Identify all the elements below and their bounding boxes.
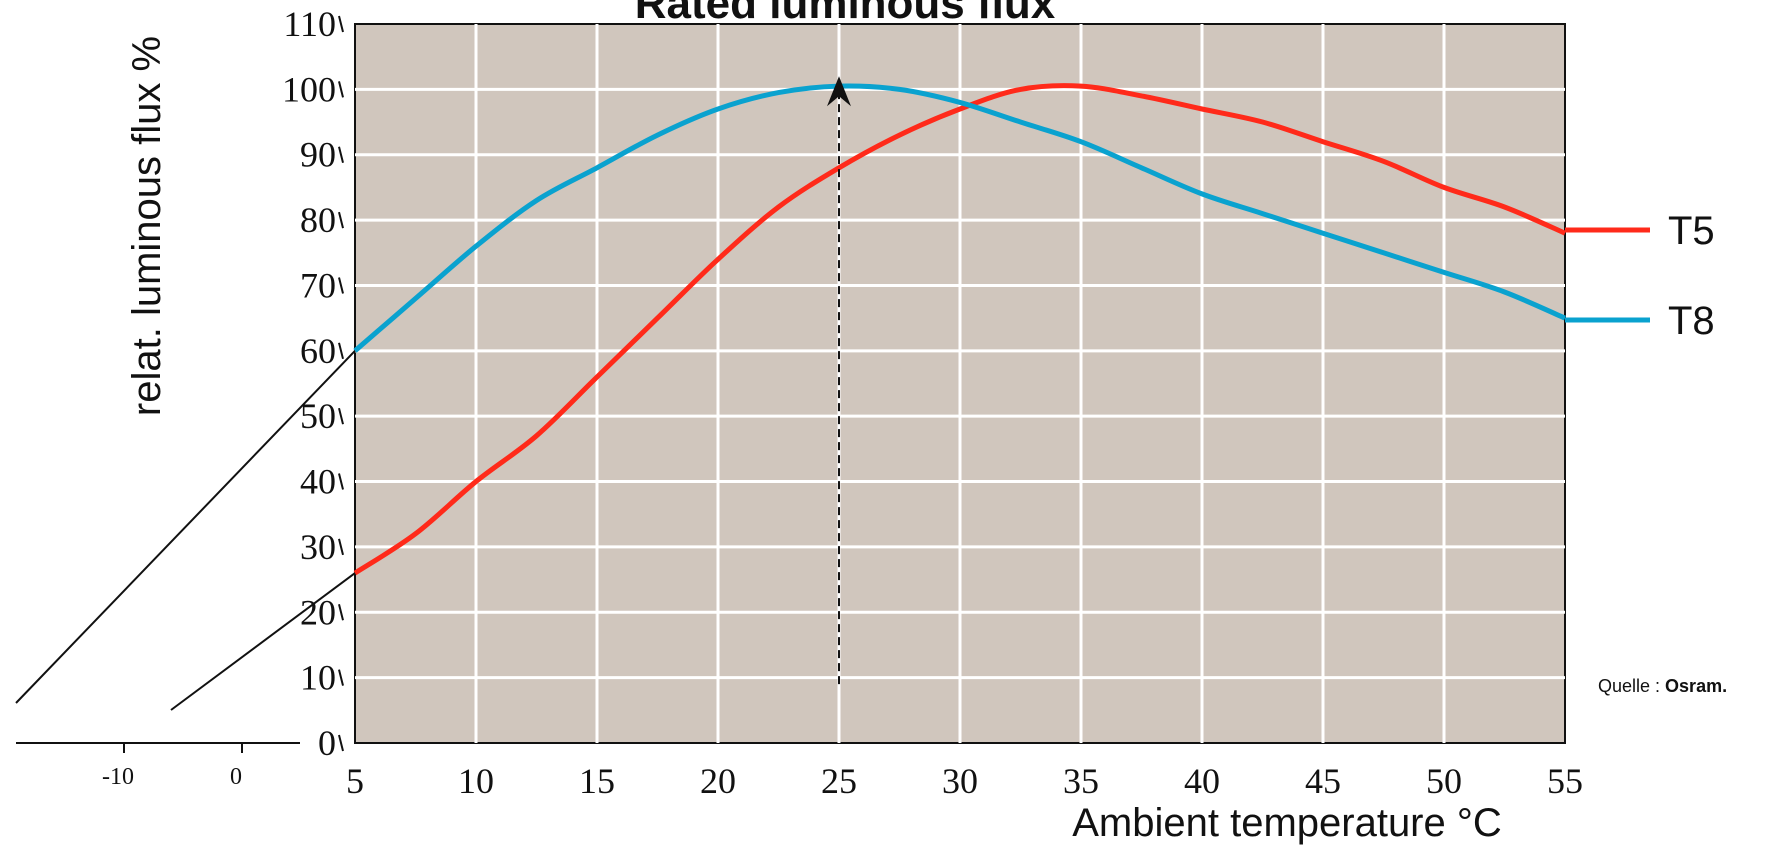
y-tick-label: 70 — [300, 265, 336, 305]
x-tick-label: 25 — [821, 761, 857, 801]
extrapolation-tick-label: 0 — [230, 764, 242, 790]
y-tick-mark — [338, 277, 344, 294]
y-tick-mark — [338, 81, 344, 98]
x-tick-label: 15 — [579, 761, 615, 801]
y-tick-label: 0 — [318, 723, 336, 763]
source-prefix: Quelle : — [1598, 676, 1666, 696]
extrapolation-line-t8 — [15, 350, 356, 704]
y-tick-mark — [338, 473, 344, 490]
series-lines — [353, 83, 1566, 576]
x-tick-label: 45 — [1305, 761, 1341, 801]
source-credit: Quelle : Osram. — [1598, 676, 1727, 697]
extrapolation-line-t5 — [170, 572, 356, 711]
y-tick-mark — [338, 211, 344, 229]
x-tick-label: 35 — [1063, 761, 1099, 801]
y-tick-mark — [338, 538, 344, 556]
x-tick-label: 55 — [1547, 761, 1583, 801]
y-tick-mark — [338, 734, 344, 752]
y-tick-label: 60 — [300, 331, 336, 371]
x-tick-label: 40 — [1184, 761, 1220, 801]
y-axis-label: relat. luminous flux % — [125, 36, 169, 416]
extrapolation-axis: -10 0 — [15, 350, 356, 790]
x-axis-ticks: 5 10 15 20 25 30 35 40 45 50 55 — [346, 761, 1583, 801]
series-line-t8 — [353, 83, 1566, 353]
source-name: Osram. — [1665, 676, 1728, 696]
y-tick-label: 80 — [300, 200, 336, 240]
arrow-head — [827, 76, 851, 107]
x-tick-label: 10 — [458, 761, 494, 801]
y-tick-mark — [338, 407, 344, 425]
y-tick-mark — [338, 342, 344, 360]
y-tick-mark — [338, 604, 344, 621]
y-tick-mark — [338, 15, 344, 33]
y-tick-label: 100 — [282, 69, 336, 109]
x-axis-label: Ambient temperature °C — [1072, 801, 1502, 845]
series-line-t5 — [353, 83, 1566, 576]
y-tick-mark — [338, 146, 344, 163]
y-tick-mark — [338, 669, 344, 686]
legend: T5 T8 — [1565, 209, 1715, 343]
y-tick-label: 90 — [300, 135, 336, 175]
reference-arrow — [827, 76, 851, 685]
extrapolation-tick-label: -10 — [102, 764, 134, 790]
y-tick-label: 110 — [283, 4, 336, 44]
x-tick-label: 30 — [942, 761, 978, 801]
y-tick-label: 30 — [300, 527, 336, 567]
x-tick-label: 5 — [346, 761, 364, 801]
y-tick-label: 10 — [300, 658, 336, 698]
legend-label-t5: T5 — [1668, 209, 1715, 253]
x-tick-label: 50 — [1426, 761, 1462, 801]
legend-label-t8: T8 — [1668, 299, 1715, 343]
y-tick-label: 40 — [300, 462, 336, 502]
x-tick-label: 20 — [700, 761, 736, 801]
y-tick-label: 20 — [300, 592, 336, 632]
